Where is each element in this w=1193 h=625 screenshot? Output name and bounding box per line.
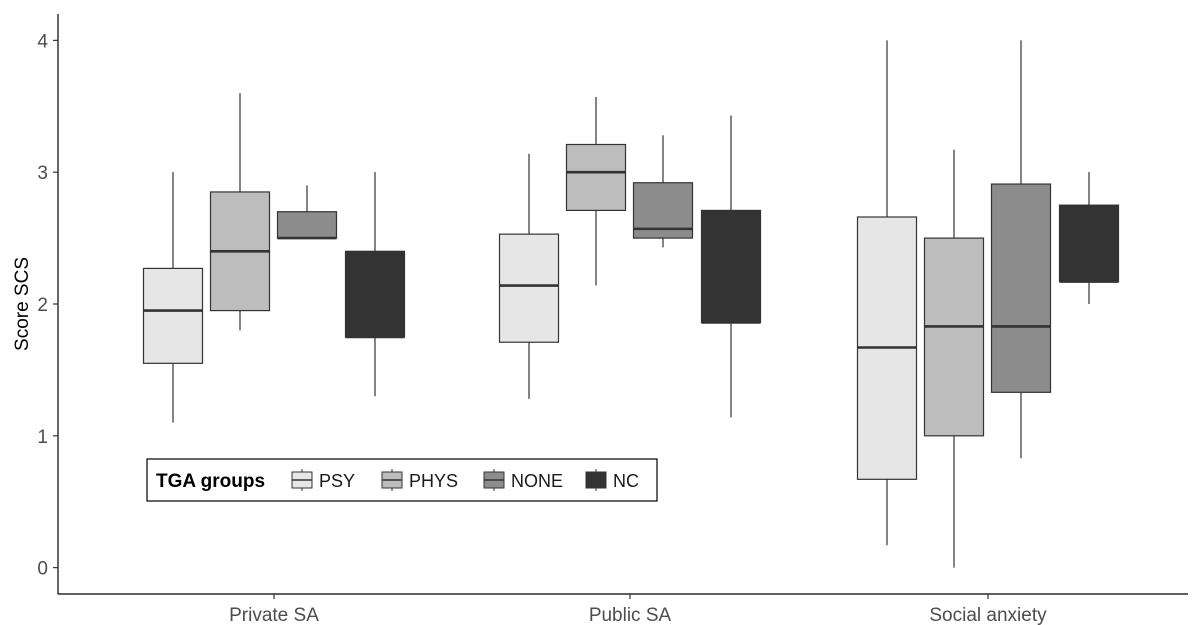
x-tick-label: Social anxiety (929, 605, 1047, 625)
y-axis-title: Score SCS (12, 257, 33, 351)
y-ticks: 0 1 2 3 4 (37, 31, 58, 580)
box-none (632, 135, 694, 248)
legend-items: PSY PHYS NONE NC (291, 469, 639, 491)
box-psy (498, 153, 560, 399)
legend-label: PHYS (409, 471, 458, 491)
box-body (1058, 204, 1120, 283)
box-none (990, 40, 1052, 459)
box-nc (344, 172, 406, 397)
box-body (923, 237, 985, 437)
legend: TGA groups PSY PHYS NONE NC (146, 458, 658, 502)
y-tick-label: 1 (37, 427, 48, 448)
x-tick-label: Public SA (589, 605, 672, 625)
box-nc (1058, 172, 1120, 304)
box-phys (565, 97, 627, 286)
box-psy (142, 172, 204, 423)
box-body (990, 183, 1052, 393)
legend-title: TGA groups (156, 471, 265, 492)
legend-item-none: NONE (483, 469, 563, 491)
y-tick-label: 2 (37, 295, 48, 316)
box-body (565, 143, 627, 212)
y-tick-label: 3 (37, 163, 48, 184)
x-tick-label: Private SA (229, 605, 319, 625)
box-body (498, 233, 560, 343)
x-ticks: Private SA Public SA Social anxiety (229, 594, 1047, 625)
y-tick-label: 4 (37, 31, 48, 52)
box-psy (856, 40, 918, 546)
y-tick-label: 0 (37, 559, 48, 580)
legend-label: NONE (511, 471, 563, 491)
legend-item-nc: NC (585, 469, 639, 491)
legend-item-phys: PHYS (381, 469, 458, 491)
box-body (276, 211, 338, 239)
box-nc (700, 115, 762, 418)
boxes (142, 40, 1120, 568)
box-phys (209, 93, 271, 331)
box-body (700, 209, 762, 324)
box-body (344, 250, 406, 338)
box-body (142, 267, 204, 364)
box-phys (923, 149, 985, 568)
box-none (276, 185, 338, 240)
legend-label: NC (613, 471, 639, 491)
legend-label: PSY (319, 471, 355, 491)
legend-item-psy: PSY (291, 469, 355, 491)
